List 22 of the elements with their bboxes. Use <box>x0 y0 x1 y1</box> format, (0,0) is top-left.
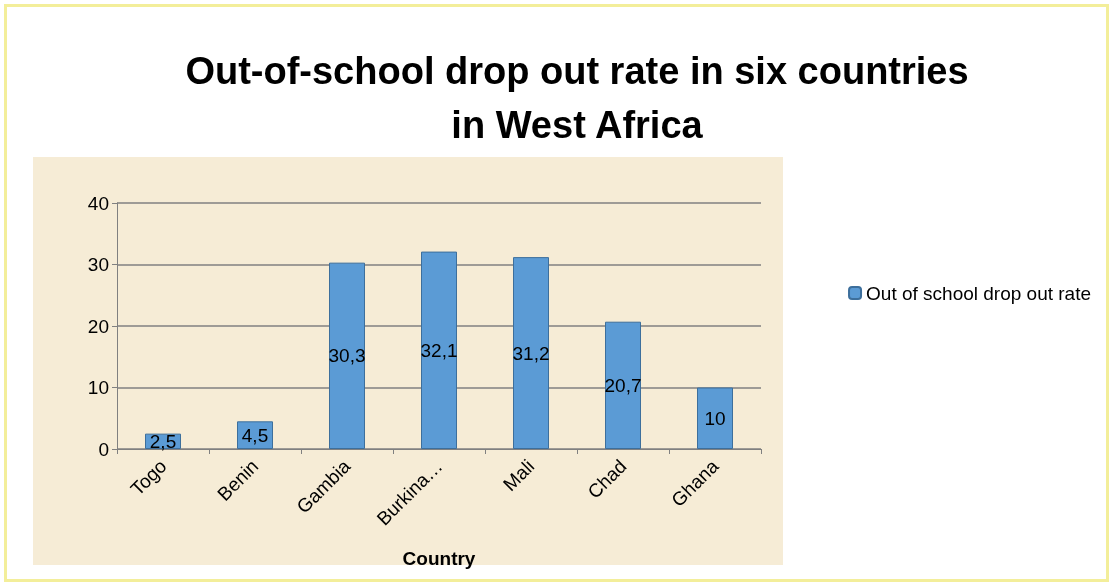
bar <box>605 321 641 449</box>
bar <box>513 257 549 449</box>
legend-label: Out of school drop out rate <box>866 282 1091 304</box>
y-tick-label: 20 <box>87 315 109 337</box>
chart-title: Out-of-school drop out rate in six countries in West Africa <box>185 50 969 146</box>
data-label: 20,7 <box>604 374 642 396</box>
x-tick-label: Togo <box>126 455 171 500</box>
x-tick-label: Mali <box>498 455 539 496</box>
y-tick-label: 30 <box>87 254 109 275</box>
bar <box>697 387 733 449</box>
data-label: 2,5 <box>149 430 177 452</box>
data-label: 4,5 <box>241 424 269 446</box>
data-label: 32,1 <box>420 339 458 361</box>
data-label: 10 <box>704 407 726 429</box>
y-tick-label: 0 <box>98 438 109 460</box>
bar <box>421 251 457 449</box>
y-tick-label: 10 <box>87 377 109 398</box>
x-axis-title: Country <box>402 548 476 569</box>
y-tick-label: 40 <box>87 192 109 214</box>
bar <box>329 262 365 449</box>
data-label: 31,2 <box>512 342 550 364</box>
data-label: 30,3 <box>328 345 366 367</box>
